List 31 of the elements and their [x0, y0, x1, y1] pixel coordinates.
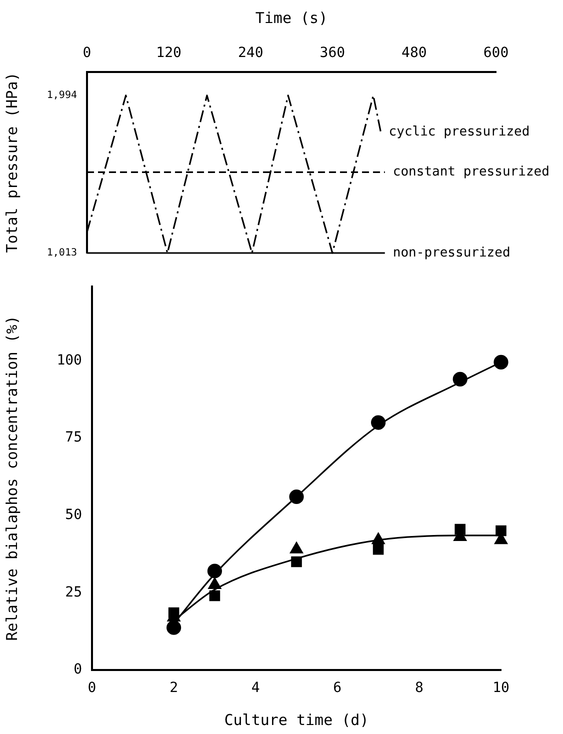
point	[166, 620, 182, 635]
point	[209, 590, 220, 602]
x-tick-label: 600	[483, 45, 509, 62]
x-tick-label: 10	[492, 680, 510, 696]
x-tick-label: 360	[320, 45, 346, 62]
point	[372, 544, 384, 555]
point	[494, 354, 508, 370]
y-tick-label: 75	[65, 430, 82, 446]
series-label: constant pressurized	[392, 164, 550, 180]
y-axis-title: Total pressure (HPa)	[2, 72, 21, 253]
series-label: non-pressurized	[392, 245, 510, 260]
x-tick-label: 8	[414, 680, 424, 696]
x-tick-label: 4	[251, 680, 260, 696]
y-tick-label: 1,013	[46, 248, 77, 259]
x-tick-label: 0	[88, 680, 96, 696]
y-tick-label: 1,994	[46, 90, 77, 102]
y-tick-label: 100	[56, 352, 82, 368]
y-tick-label: 25	[65, 584, 82, 600]
x-axis-title: Culture time (d)	[224, 710, 369, 729]
series-label: cyclic pressurized	[388, 124, 530, 140]
point	[290, 542, 303, 554]
y-tick-label: 50	[65, 506, 82, 523]
x-tick-label: 6	[333, 680, 342, 696]
x-tick-label: 120	[156, 45, 182, 62]
y-axis-title: Relative bialaphos concentration (%)	[2, 316, 21, 641]
y-tick-label: 0	[74, 662, 82, 678]
x-axis-title: Time (s)	[255, 8, 328, 27]
x-tick-label: 2	[170, 680, 178, 696]
point	[208, 578, 222, 589]
x-tick-label: 240	[238, 45, 264, 62]
x-tick-label: 480	[402, 45, 427, 62]
